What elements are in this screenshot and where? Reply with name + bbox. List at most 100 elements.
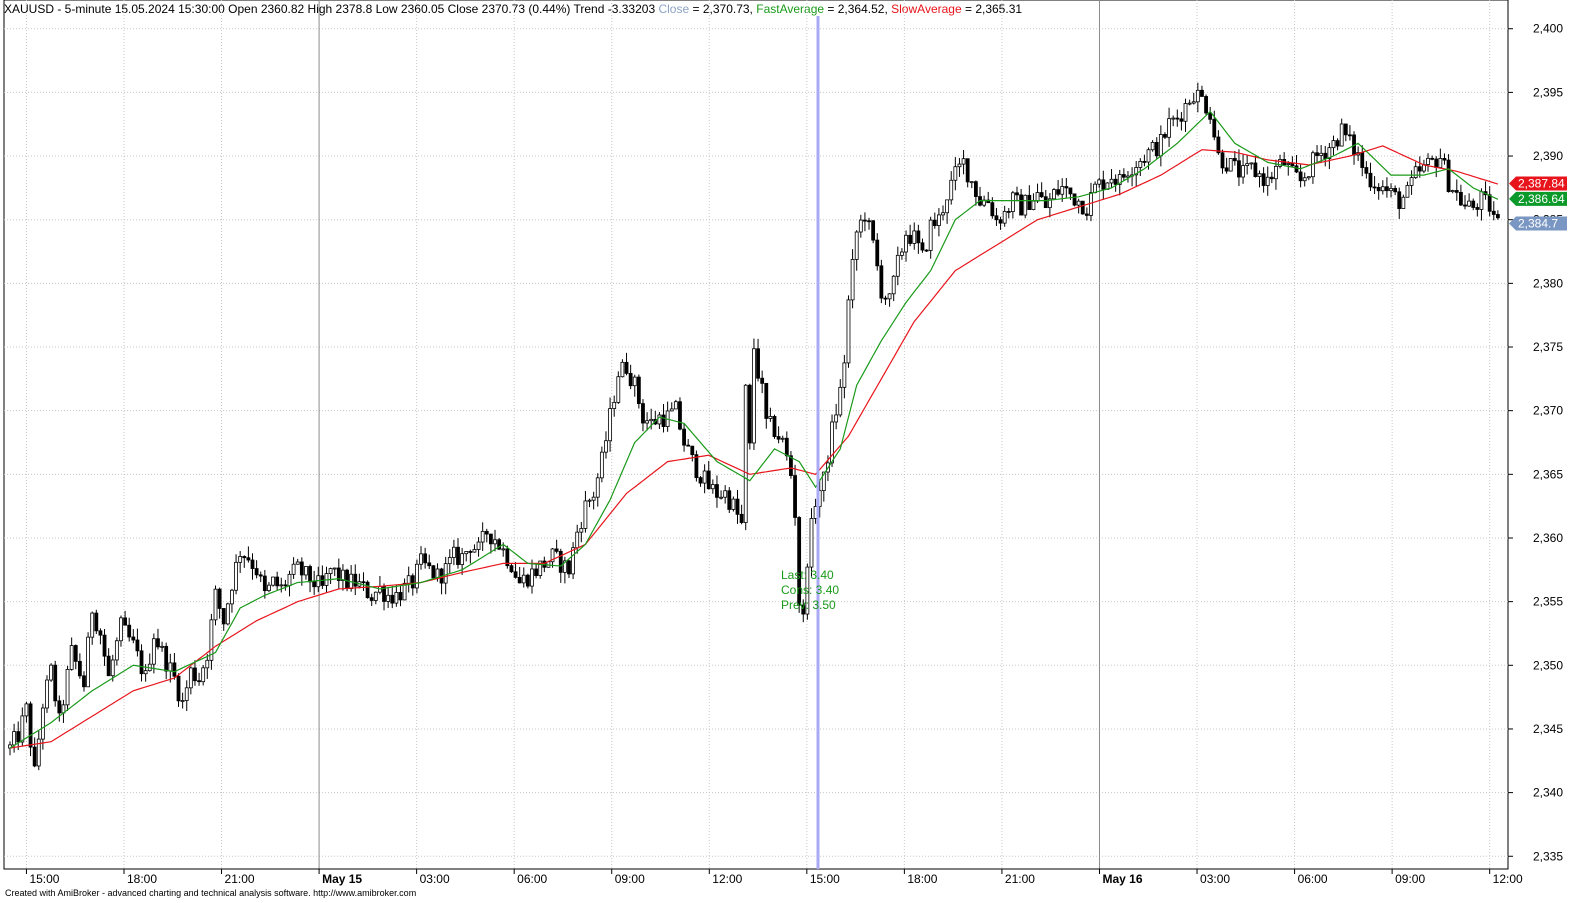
candle-body bbox=[1454, 190, 1459, 193]
candle-body bbox=[431, 565, 436, 579]
annotation: Last: 3.40 Cons: 3.40 Prev: 3.50 bbox=[781, 568, 839, 612]
candle-body bbox=[686, 444, 691, 447]
candle-body bbox=[1364, 167, 1369, 174]
price-tag-label: 2,386.64 bbox=[1518, 192, 1565, 206]
price-tag: 2,386.64 bbox=[1509, 191, 1567, 206]
candle-body bbox=[390, 594, 395, 604]
candle-body bbox=[587, 499, 592, 502]
candle-body bbox=[591, 496, 596, 501]
candle-body bbox=[1146, 149, 1151, 163]
y-tick-label: 2,340 bbox=[1533, 786, 1563, 800]
candle-body bbox=[53, 664, 58, 702]
candle-body bbox=[464, 551, 469, 555]
candle-body bbox=[1212, 118, 1217, 138]
candle-body bbox=[73, 645, 78, 662]
candle-body bbox=[949, 179, 954, 201]
x-tick-label: 18:00 bbox=[907, 872, 937, 886]
y-tick-label: 2,365 bbox=[1533, 467, 1563, 481]
header-close-label: Close bbox=[658, 2, 689, 16]
x-tick-label: 12:00 bbox=[712, 872, 742, 886]
candle-body bbox=[1442, 158, 1447, 161]
candle-body bbox=[36, 738, 41, 767]
candle-body bbox=[747, 384, 752, 444]
candle-body bbox=[599, 451, 604, 479]
candle-body bbox=[715, 484, 719, 498]
candle-body bbox=[12, 731, 17, 746]
y-tick-label: 2,335 bbox=[1533, 849, 1563, 863]
candle-body bbox=[579, 528, 584, 533]
candle-body bbox=[447, 557, 452, 565]
candle-body bbox=[1134, 167, 1139, 176]
candle-body bbox=[932, 219, 937, 226]
candle-body bbox=[1393, 187, 1398, 193]
candle-body bbox=[879, 265, 884, 299]
candle-body bbox=[1294, 165, 1299, 173]
candle-body bbox=[299, 561, 304, 576]
candle-body bbox=[1035, 192, 1040, 202]
candle-body bbox=[616, 376, 621, 403]
candle-body bbox=[1171, 117, 1176, 120]
candle-body bbox=[213, 588, 218, 621]
candle-body bbox=[797, 517, 802, 606]
moving-averages bbox=[9, 110, 1499, 749]
candle-body bbox=[410, 575, 415, 589]
candle-body bbox=[242, 556, 247, 559]
candle-body bbox=[1278, 159, 1282, 167]
candle-body bbox=[1076, 200, 1081, 206]
candle-body bbox=[924, 249, 929, 252]
y-tick-label: 2,380 bbox=[1533, 276, 1563, 290]
y-tick-label: 2,395 bbox=[1533, 85, 1563, 99]
candle-body bbox=[1327, 147, 1332, 160]
candle-body bbox=[373, 591, 378, 601]
candle-body bbox=[275, 576, 280, 587]
candle-body bbox=[1323, 152, 1328, 160]
candle-body bbox=[900, 251, 904, 256]
candle-body bbox=[493, 539, 497, 545]
candle-body bbox=[743, 384, 748, 523]
candle-body bbox=[1080, 200, 1085, 215]
candle-body bbox=[394, 592, 399, 604]
candle-body bbox=[624, 361, 629, 374]
candle-body bbox=[1261, 173, 1266, 186]
candle-body bbox=[628, 372, 633, 387]
candle-body bbox=[641, 403, 645, 424]
candle-body bbox=[1331, 140, 1336, 149]
candle-body bbox=[793, 475, 797, 518]
candle-body bbox=[1417, 166, 1422, 172]
candle-body bbox=[1385, 186, 1389, 192]
candle-body bbox=[361, 581, 366, 584]
candle-body bbox=[649, 418, 654, 422]
candle-body bbox=[838, 386, 843, 416]
candle-body bbox=[505, 548, 510, 567]
candle-body bbox=[184, 687, 189, 701]
candle-body bbox=[135, 639, 140, 652]
candle-body bbox=[201, 667, 206, 683]
candle-body bbox=[82, 675, 86, 688]
candle-body bbox=[304, 566, 308, 576]
candle-body bbox=[488, 533, 493, 545]
candle-body bbox=[1257, 173, 1262, 177]
candle-body bbox=[636, 376, 641, 404]
candle-body bbox=[328, 568, 333, 574]
candle-body bbox=[365, 581, 370, 599]
candle-body bbox=[353, 573, 358, 587]
candle-body bbox=[501, 548, 506, 551]
candle-body bbox=[558, 550, 563, 573]
candle-body bbox=[1241, 165, 1245, 178]
candle-body bbox=[1142, 161, 1147, 163]
candle-body bbox=[1401, 196, 1406, 209]
candle-body bbox=[423, 553, 428, 564]
candle-body bbox=[110, 659, 115, 677]
candle-body bbox=[271, 576, 275, 586]
header-fast-value: = 2,364.52, bbox=[827, 2, 891, 16]
candle-body bbox=[1397, 191, 1402, 209]
candle-body bbox=[435, 568, 440, 579]
candle-body bbox=[525, 574, 530, 587]
price-tag: 2,384.7 bbox=[1509, 216, 1567, 231]
candle-body bbox=[805, 566, 810, 615]
candle-body bbox=[710, 484, 715, 490]
candle-body bbox=[476, 541, 481, 550]
candle-body bbox=[119, 617, 123, 642]
candle-body bbox=[706, 470, 711, 490]
